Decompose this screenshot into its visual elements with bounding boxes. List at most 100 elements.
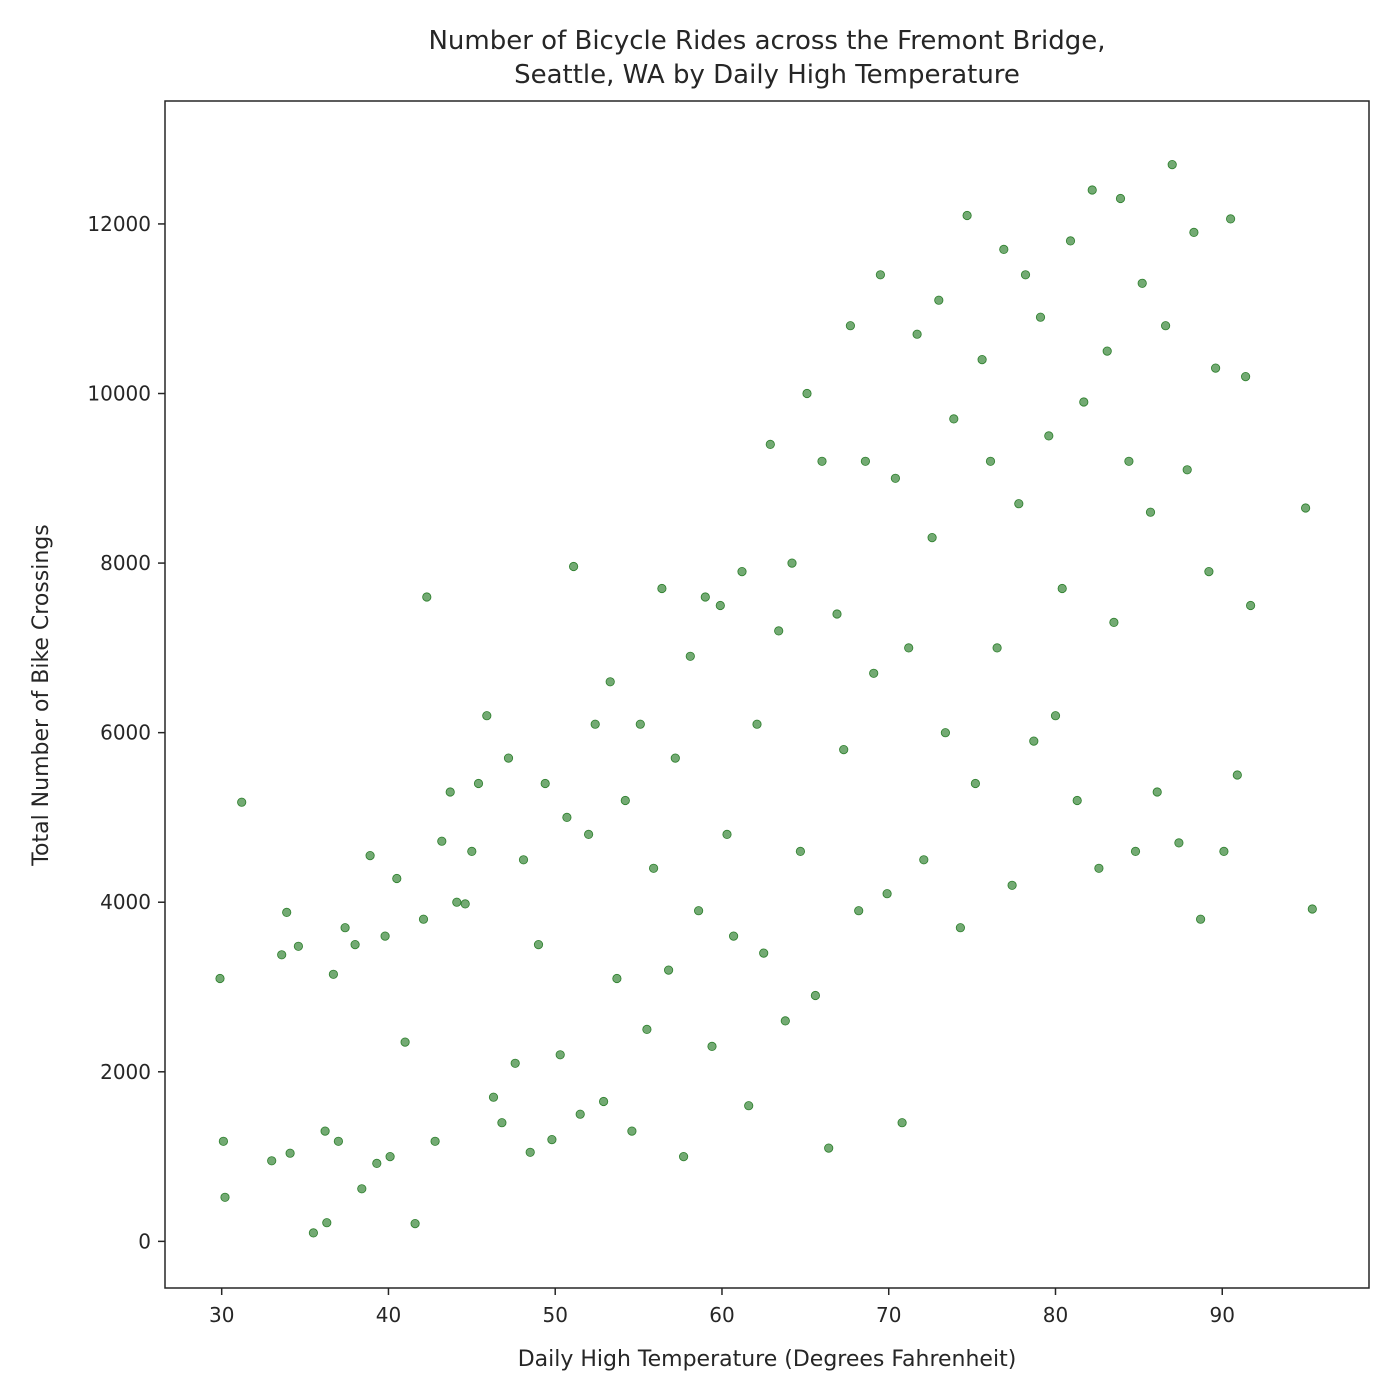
x-tick-label: 90 (1210, 1303, 1235, 1327)
data-point (598, 1096, 609, 1107)
data-point (1050, 711, 1061, 721)
data-point (590, 719, 600, 729)
data-point (372, 1158, 382, 1169)
data-point (774, 626, 784, 636)
data-point (869, 668, 879, 678)
data-point (488, 1092, 499, 1102)
data-point (350, 939, 360, 950)
data-point (437, 836, 447, 846)
chart-title-line1: Number of Bicycle Rides across the Fremo… (428, 26, 1105, 56)
points-layer (215, 160, 1317, 1238)
data-point (765, 439, 775, 449)
data-point (357, 1184, 367, 1194)
data-point (320, 1126, 330, 1136)
data-point (562, 812, 572, 823)
data-point (1152, 787, 1162, 797)
data-point (1007, 880, 1017, 890)
data-point (1115, 193, 1126, 204)
x-axis: 30 40 50 60 70 80 90 (209, 1288, 1235, 1327)
data-point (839, 744, 849, 755)
data-point (430, 1136, 440, 1146)
data-point (400, 1037, 410, 1047)
data-point (1137, 278, 1147, 288)
data-point (759, 948, 769, 958)
data-point (1079, 397, 1089, 407)
data-point (752, 719, 762, 729)
data-point (1232, 770, 1242, 780)
data-point (1167, 160, 1177, 170)
data-point (845, 321, 856, 331)
data-point (700, 592, 710, 602)
data-point (1204, 566, 1214, 577)
data-point (912, 329, 922, 339)
data-point (467, 846, 477, 857)
data-point (715, 600, 725, 611)
data-point (568, 561, 579, 572)
data-point (340, 923, 350, 933)
data-point (497, 1118, 507, 1128)
x-tick-label: 80 (1043, 1303, 1068, 1327)
data-point (670, 753, 680, 763)
data-point (678, 1152, 689, 1162)
data-point (1301, 503, 1311, 513)
data-point (285, 1148, 295, 1158)
data-point (1226, 214, 1236, 224)
data-point (1087, 185, 1097, 195)
data-point (518, 855, 529, 865)
data-point (780, 1016, 790, 1026)
data-point (985, 456, 996, 466)
y-tick-label: 0 (138, 1229, 151, 1253)
data-point (575, 1109, 585, 1119)
data-point (685, 651, 695, 661)
data-point (999, 244, 1009, 254)
data-point (627, 1126, 637, 1136)
data-point (1014, 499, 1024, 509)
data-point (328, 969, 338, 979)
data-point (533, 939, 544, 950)
data-point (380, 931, 390, 941)
y-tick-label: 4000 (100, 890, 151, 914)
data-point (1029, 736, 1039, 746)
data-point (824, 1143, 834, 1153)
data-point (663, 965, 674, 975)
data-point (220, 1192, 230, 1202)
data-point (744, 1101, 754, 1111)
data-point (612, 973, 622, 984)
data-point (860, 456, 871, 466)
data-point (267, 1156, 277, 1166)
data-point (282, 907, 292, 918)
data-point (620, 795, 630, 806)
data-point (547, 1135, 557, 1145)
data-point (927, 532, 937, 543)
data-point (1102, 346, 1112, 356)
plot-frame (164, 100, 1370, 1289)
data-point (215, 973, 225, 984)
data-point (977, 354, 987, 365)
data-point (657, 583, 667, 594)
data-point (473, 778, 484, 789)
data-point (1035, 312, 1046, 322)
data-point (1182, 465, 1192, 475)
x-tick-label: 40 (376, 1303, 401, 1327)
data-point (555, 1050, 565, 1060)
data-point (832, 609, 842, 619)
data-point (919, 855, 929, 865)
x-tick-label: 70 (876, 1303, 901, 1327)
data-point (810, 990, 821, 1001)
data-point (410, 1219, 420, 1229)
data-point (1065, 236, 1076, 246)
data-point (940, 728, 951, 738)
y-tick-label: 8000 (100, 551, 151, 575)
data-point (728, 931, 739, 941)
data-point (422, 592, 432, 602)
data-point (1246, 600, 1256, 611)
data-point (970, 778, 981, 789)
data-point (934, 295, 944, 305)
data-point (218, 1136, 228, 1146)
data-point (482, 711, 492, 721)
y-tick-label: 2000 (100, 1060, 151, 1084)
data-point (392, 873, 402, 884)
data-point (722, 829, 732, 840)
